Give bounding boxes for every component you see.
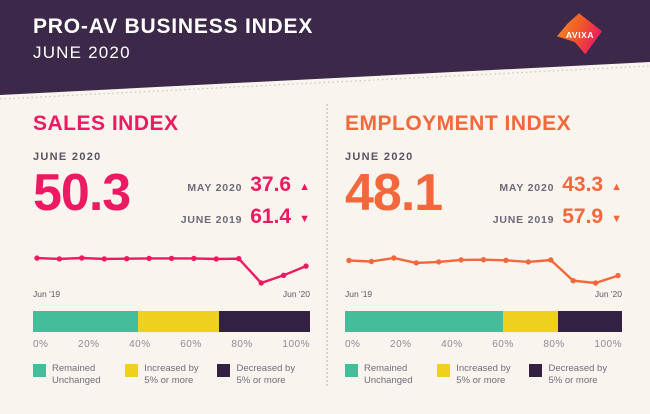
axis-tick: 80% — [543, 339, 565, 350]
comparison-label: MAY 2020 — [187, 182, 243, 194]
comparison-row: MAY 2020 43.3 ▲ — [493, 173, 622, 197]
axis-tick: 60% — [180, 339, 202, 350]
bar-segment — [345, 311, 503, 332]
legend-item: Remained Unchanged — [33, 363, 125, 388]
comparison-row: JUNE 2019 57.9 ▼ — [493, 205, 622, 229]
page-subtitle: JUNE 2020 — [33, 43, 131, 62]
comparison-value: 37.6 — [250, 173, 292, 196]
comparison-row: MAY 2020 37.6 ▲ — [181, 173, 310, 197]
axis-tick: 0% — [33, 339, 49, 350]
axis-tick: 100% — [594, 339, 622, 350]
percent-axis: 0% 20% 40% 60% 80% 100% — [345, 339, 622, 350]
axis-tick: 0% — [345, 339, 361, 350]
avixa-logo-text: AVIXA — [565, 30, 595, 40]
employment-panel-title: EMPLOYMENT INDEX — [345, 112, 572, 135]
axis-tick: 40% — [129, 339, 151, 350]
legend-label: Decreased by — [236, 363, 296, 374]
bar-segment — [138, 311, 219, 332]
comparison-label: MAY 2020 — [499, 182, 555, 194]
legend-item: Remained Unchanged — [345, 363, 437, 388]
bar-segment — [218, 311, 310, 332]
down-triangle-icon: ▼ — [299, 213, 310, 225]
legend-item: Increased by 5% or more — [125, 363, 217, 388]
remained-swatch-icon — [33, 364, 46, 377]
sparkline-end-label: Jun '20 — [594, 289, 622, 299]
legend-label: Remained — [364, 363, 408, 374]
sparkline-start-label: Jun '19 — [345, 289, 373, 299]
bar-segment — [558, 311, 622, 332]
comparison-block: MAY 2020 37.6 ▲ JUNE 2019 61.4 ▼ — [181, 173, 310, 229]
comparison-label: JUNE 2019 — [492, 214, 555, 226]
sales-trend-sparkline — [34, 255, 309, 286]
axis-tick: 80% — [231, 339, 253, 350]
legend-item: Decreased by 5% or more — [217, 363, 309, 388]
current-month-label: JUNE 2020 — [345, 151, 414, 163]
legend-label: Remained — [52, 363, 96, 374]
legend-item: Decreased by 5% or more — [529, 363, 621, 388]
legend-item: Increased by 5% or more — [437, 363, 529, 388]
current-month-label: JUNE 2020 — [33, 151, 102, 163]
sales-stacked-bar — [33, 311, 310, 332]
up-triangle-icon: ▲ — [611, 181, 622, 193]
percent-axis: 0% 20% 40% 60% 80% 100% — [33, 339, 310, 350]
bar-segment — [502, 311, 559, 332]
sales-panel-title: SALES INDEX — [33, 112, 179, 135]
decreased-swatch-icon — [529, 364, 543, 377]
header-banner: PRO-AV BUSINESS INDEX JUNE 2020 — [0, 0, 650, 95]
legend: Remained Unchanged Increased by 5% or more… — [33, 363, 310, 388]
decreased-swatch-icon — [217, 364, 231, 377]
comparison-label: JUNE 2019 — [180, 214, 243, 226]
axis-tick: 100% — [282, 339, 310, 350]
up-triangle-icon: ▲ — [299, 181, 310, 193]
increased-swatch-icon — [125, 364, 139, 377]
sales-index-value: 50.3 — [33, 164, 131, 222]
employment-stacked-bar — [345, 311, 622, 332]
employment-index-value: 48.1 — [345, 164, 443, 222]
comparison-block: MAY 2020 43.3 ▲ JUNE 2019 57.9 ▼ — [493, 173, 622, 229]
axis-tick: 60% — [492, 339, 514, 350]
axis-tick: 20% — [390, 339, 412, 350]
legend: Remained Unchanged Increased by 5% or more… — [345, 363, 622, 388]
comparison-value: 61.4 — [250, 205, 292, 228]
panel-divider — [326, 104, 328, 386]
bar-segment — [33, 311, 139, 332]
comparison-value: 43.3 — [562, 173, 604, 196]
employment-trend-sparkline — [346, 255, 621, 286]
comparison-row: JUNE 2019 61.4 ▼ — [181, 205, 310, 229]
legend-label: Increased by — [144, 363, 199, 374]
remained-swatch-icon — [345, 364, 358, 377]
legend-label: Increased by — [456, 363, 511, 374]
legend-label: Decreased by — [548, 363, 608, 374]
sparkline-start-label: Jun '19 — [33, 289, 61, 299]
comparison-value: 57.9 — [562, 205, 604, 228]
down-triangle-icon: ▼ — [611, 213, 622, 225]
axis-tick: 20% — [78, 339, 100, 350]
sales-panel: SALES INDEX JUNE 2020 50.3 MAY 2020 37.6… — [33, 104, 310, 406]
employment-panel: EMPLOYMENT INDEX JUNE 2020 48.1 MAY 2020… — [345, 104, 622, 406]
sparkline-end-label: Jun '20 — [282, 289, 310, 299]
increased-swatch-icon — [437, 364, 451, 377]
axis-tick: 40% — [441, 339, 463, 350]
page-title: PRO-AV BUSINESS INDEX — [33, 15, 314, 38]
